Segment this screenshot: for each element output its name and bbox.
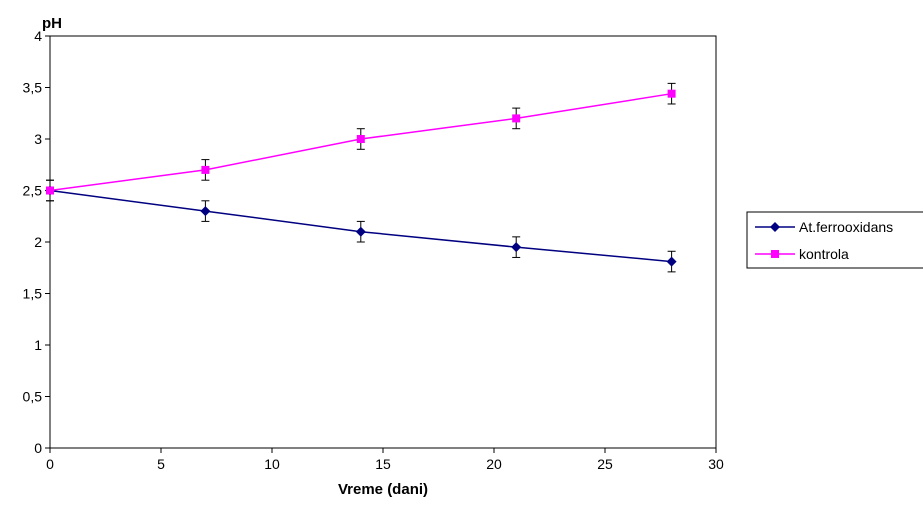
legend-item: At.ferrooxidans	[755, 219, 893, 235]
x-tick-label: 0	[46, 456, 54, 472]
plot-frame	[49, 35, 717, 449]
data-point	[511, 242, 522, 253]
legend: At.ferrooxidans kontrola	[746, 211, 923, 269]
data-point	[355, 226, 366, 237]
x-tick-label: 5	[157, 456, 165, 472]
y-axis-ticks: 0 0,5 1 1,5 2 2,5 3 3,5 4	[23, 28, 50, 456]
x-axis-ticks: 0 5 10 15 20 25 30	[46, 448, 724, 472]
legend-marker	[770, 222, 780, 232]
y-tick-label: 2	[34, 234, 42, 250]
series-2	[46, 82, 676, 202]
legend-label: kontrola	[799, 246, 849, 262]
data-point	[356, 135, 365, 143]
data-point	[512, 114, 521, 123]
y-tick-label: 0	[34, 440, 42, 456]
data-point	[46, 186, 54, 195]
x-tick-label: 30	[708, 456, 724, 472]
series-layer	[45, 82, 677, 273]
y-tick-label: 3,5	[23, 80, 43, 96]
legend-marker	[771, 250, 779, 258]
legend-label: At.ferrooxidans	[799, 219, 893, 235]
legend-box	[746, 211, 923, 269]
x-tick-label: 15	[375, 456, 391, 472]
x-tick-label: 25	[597, 456, 613, 472]
data-point	[667, 89, 676, 98]
y-axis-title: pH	[42, 15, 62, 32]
y-tick-label: 4	[34, 28, 42, 44]
y-tick-label: 1	[34, 337, 42, 353]
x-tick-label: 10	[264, 456, 280, 472]
x-axis-title: Vreme (dani)	[338, 481, 428, 498]
y-tick-label: 3	[34, 131, 42, 147]
data-point	[666, 256, 677, 267]
x-tick-label: 20	[486, 456, 502, 472]
data-point	[201, 165, 210, 174]
plot-area	[49, 35, 717, 449]
y-tick-label: 0,5	[23, 389, 43, 405]
y-tick-label: 1,5	[23, 286, 43, 302]
data-point	[200, 206, 211, 217]
y-tick-label: 2,5	[23, 183, 43, 199]
legend-item: kontrola	[755, 246, 849, 262]
